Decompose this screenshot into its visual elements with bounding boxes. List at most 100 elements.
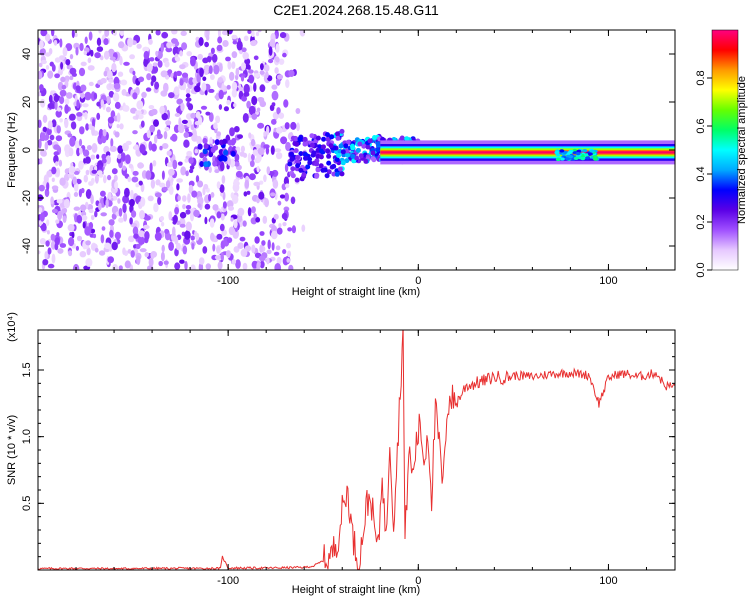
heatmap-cell xyxy=(592,155,598,159)
heatmap-cell xyxy=(85,189,92,199)
heatmap-cell xyxy=(194,149,199,154)
heatmap-cell xyxy=(166,150,172,156)
heatmap-cell xyxy=(44,52,51,57)
heatmap-cell xyxy=(200,105,208,110)
heatmap-cell xyxy=(212,243,216,252)
heatmap-cell xyxy=(151,108,158,116)
heatmap-y-tick-label: -20 xyxy=(21,190,33,206)
heatmap-cell xyxy=(117,145,124,154)
heatmap-cell xyxy=(271,90,279,101)
heatmap-cell xyxy=(266,249,272,255)
heatmap-cell xyxy=(47,70,54,79)
heatmap-cell xyxy=(96,37,102,46)
heatmap-cell xyxy=(38,70,43,80)
heatmap-cell xyxy=(125,140,132,146)
heatmap-cell xyxy=(186,51,192,57)
line-y-tick-label: 0.5 xyxy=(21,496,33,511)
heatmap-cell xyxy=(53,151,60,156)
heatmap-cell xyxy=(339,128,345,134)
heatmap-cell xyxy=(118,217,124,223)
heatmap-cell xyxy=(263,131,267,137)
heatmap-cell xyxy=(251,153,255,161)
heatmap-cell xyxy=(168,211,173,221)
heatmap-cell xyxy=(210,232,215,241)
heatmap-cell xyxy=(220,192,224,197)
heatmap-cell xyxy=(233,220,238,229)
heatmap-cell xyxy=(350,145,356,151)
heatmap-cell xyxy=(338,143,344,149)
heatmap-cell xyxy=(293,148,299,154)
heatmap-cell xyxy=(565,157,570,161)
heatmap-cell xyxy=(134,144,139,151)
heatmap-cell xyxy=(163,131,168,140)
heatmap-cell xyxy=(90,214,95,221)
heatmap-cells xyxy=(38,30,675,270)
heatmap-cell xyxy=(243,83,250,94)
heatmap-cell xyxy=(155,50,159,57)
heatmap-cell xyxy=(59,177,66,186)
heatmap-cell xyxy=(168,185,174,195)
heatmap-cell xyxy=(118,41,125,49)
heatmap-cell xyxy=(234,153,240,162)
heatmap-cell xyxy=(127,37,134,48)
heatmap-cell xyxy=(555,157,561,162)
heatmap-cell xyxy=(286,242,291,249)
heatmap-cell xyxy=(326,160,332,166)
heatmap-cell xyxy=(275,57,280,63)
heatmap-cell xyxy=(208,65,213,74)
heatmap-cell xyxy=(80,84,87,92)
heatmap-cell xyxy=(309,133,315,139)
heatmap-cell xyxy=(178,117,182,127)
heatmap-cell xyxy=(107,191,112,200)
heatmap-cell xyxy=(337,166,343,172)
heatmap-cell xyxy=(154,81,160,90)
heatmap-cell xyxy=(79,147,83,155)
colorbar: 0.0 0.2 0.4 0.6 0.8 Normalized spectral ampl… xyxy=(695,29,748,278)
heatmap-cell xyxy=(53,39,58,46)
heatmap-cell xyxy=(174,262,181,270)
heatmap-cell xyxy=(278,58,285,65)
heatmap-cell xyxy=(208,166,212,174)
heatmap-cell xyxy=(318,163,324,169)
heatmap-cell xyxy=(131,176,139,183)
heatmap-cell xyxy=(326,169,332,175)
heatmap-cell xyxy=(128,235,135,243)
heatmap-cell xyxy=(138,230,145,238)
heatmap-cell xyxy=(108,83,113,88)
heatmap-cell xyxy=(87,57,92,64)
heatmap-cell xyxy=(91,143,98,153)
heatmap-cell xyxy=(47,263,55,269)
heatmap-cell xyxy=(218,63,223,73)
heatmap-cell xyxy=(296,122,300,132)
heatmap-cell xyxy=(302,136,308,142)
heatmap-cell xyxy=(40,132,46,142)
heatmap-cell xyxy=(259,231,265,236)
heatmap-cell xyxy=(96,101,102,107)
heatmap-cell xyxy=(53,94,60,103)
heatmap-cell xyxy=(370,150,376,156)
heatmap-cell xyxy=(318,154,324,160)
heatmap-cell xyxy=(55,135,63,142)
heatmap-cell xyxy=(131,210,137,218)
heatmap-cell xyxy=(177,161,183,166)
heatmap-cell xyxy=(277,200,282,206)
heatmap-cell xyxy=(587,152,593,156)
heatmap-cell xyxy=(268,46,273,56)
line-x-tick-label: 0 xyxy=(415,575,421,587)
heatmap-cell xyxy=(129,198,135,207)
heatmap-band xyxy=(380,151,675,154)
heatmap-cell xyxy=(237,134,243,140)
heatmap-cell xyxy=(100,212,107,217)
heatmap-cell xyxy=(133,233,139,239)
heatmap-cell xyxy=(372,135,377,140)
heatmap-cell xyxy=(98,202,102,211)
heatmap-cell xyxy=(91,169,98,174)
heatmap-cell xyxy=(128,163,134,169)
heatmap-cell xyxy=(195,175,200,183)
heatmap-cell xyxy=(107,116,115,124)
heatmap-cell xyxy=(185,97,192,102)
heatmap-cell xyxy=(185,127,189,133)
heatmap-cell xyxy=(251,244,256,254)
heatmap-cell xyxy=(86,247,91,256)
heatmap-cell xyxy=(345,152,351,158)
